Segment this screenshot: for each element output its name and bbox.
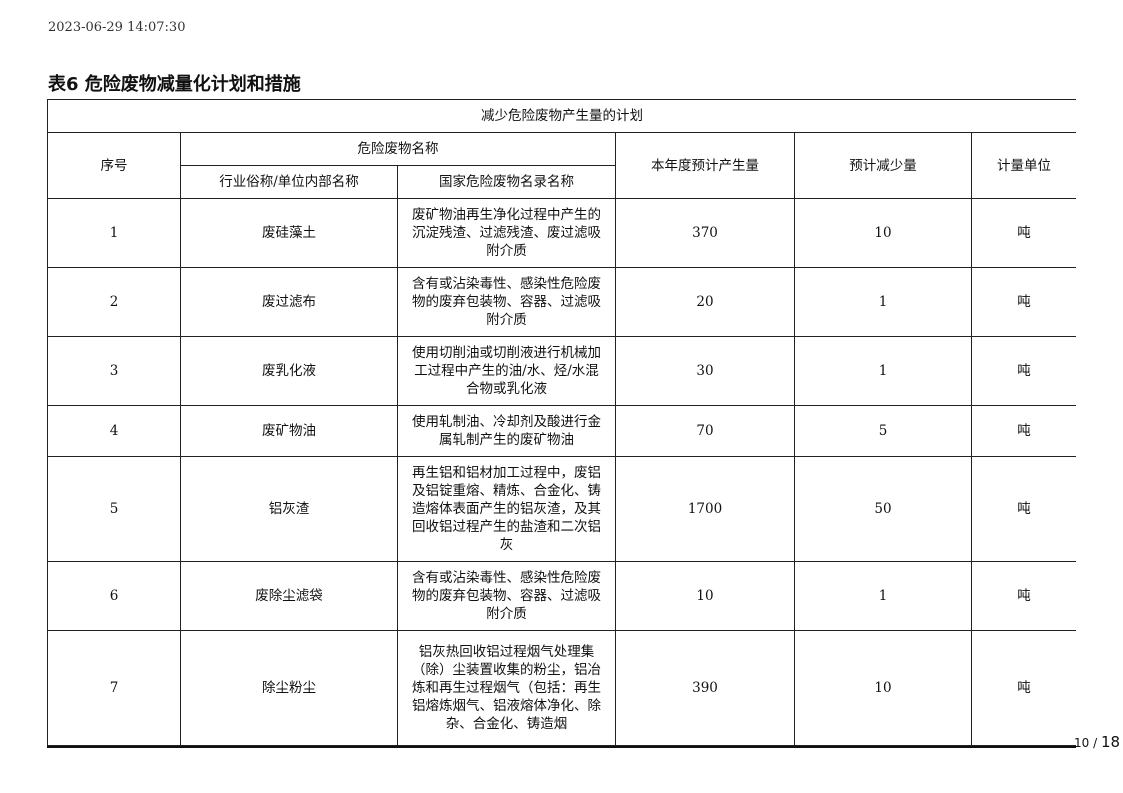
cell-annual: 10 xyxy=(615,561,795,631)
cell-annual: 20 xyxy=(615,267,795,337)
cell-unit: 吨 xyxy=(970,456,1076,562)
cell-no: 1 xyxy=(47,198,181,268)
cell-unit: 吨 xyxy=(970,198,1076,268)
cell-unit: 吨 xyxy=(970,405,1076,457)
cell-no: 7 xyxy=(47,630,181,746)
cell-unit: 吨 xyxy=(970,561,1076,631)
cell-name: 废乳化液 xyxy=(180,336,398,406)
header-annual: 本年度预计产生量 xyxy=(615,132,795,199)
table-caption: 减少危险废物产生量的计划 xyxy=(47,99,1076,133)
page-title: 表6 危险废物减量化计划和措施 xyxy=(48,74,301,95)
cell-no: 3 xyxy=(47,336,181,406)
cell-annual: 30 xyxy=(615,336,795,406)
total-pages: 18 xyxy=(1100,733,1121,751)
waste-reduction-table: 减少危险废物产生量的计划 序号 危险废物名称 本年度预计产生量 预计减少量 计量… xyxy=(47,99,1076,748)
cell-reduction: 5 xyxy=(794,405,972,457)
desc-text: 铝灰热回收铝过程烟气处理集（除）尘装置收集的粉尘，铝冶炼和再生过程烟气（包括：再… xyxy=(412,644,601,732)
header-name-group: 危险废物名称 xyxy=(180,132,616,166)
table-row: 5 铝灰渣 再生铝和铝材加工过程中，废铝及铝锭重熔、精炼、合金化、铸造熔体表面产… xyxy=(47,456,1076,562)
current-page: 10 xyxy=(1074,736,1090,750)
cell-no: 6 xyxy=(47,561,181,631)
desc-text: 使用轧制油、冷却剂及酸进行金属轧制产生的废矿物油 xyxy=(412,414,601,448)
cell-annual: 370 xyxy=(615,198,795,268)
timestamp: 2023-06-29 14:07:30 xyxy=(48,20,186,35)
header-national-name: 国家危险废物名录名称 xyxy=(397,165,616,199)
cell-unit: 吨 xyxy=(970,267,1076,337)
cell-desc: 含有或沾染毒性、感染性危险废物的废弃包装物、容器、过滤吸附介质 xyxy=(397,561,616,631)
cell-no: 5 xyxy=(47,456,181,562)
table-row: 6 废除尘滤袋 含有或沾染毒性、感染性危险废物的废弃包装物、容器、过滤吸附介质 … xyxy=(47,561,1076,631)
cell-name: 废过滤布 xyxy=(180,267,398,337)
cell-name: 铝灰渣 xyxy=(180,456,398,562)
header-reduction: 预计减少量 xyxy=(794,132,972,199)
table-row: 4 废矿物油 使用轧制油、冷却剂及酸进行金属轧制产生的废矿物油 70 5 吨 xyxy=(47,405,1076,457)
table-row: 7 除尘粉尘 铝灰热回收铝过程烟气处理集（除）尘装置收集的粉尘，铝冶炼和再生过程… xyxy=(47,630,1076,746)
cell-no: 2 xyxy=(47,267,181,337)
cell-desc: 使用切削油或切削液进行机械加工过程中产生的油/水、烃/水混合物或乳化液 xyxy=(397,336,616,406)
cell-desc: 再生铝和铝材加工过程中，废铝及铝锭重熔、精炼、合金化、铸造熔体表面产生的铝灰渣，… xyxy=(397,456,616,562)
table-row: 1 废硅藻土 废矿物油再生净化过程中产生的沉淀残渣、过滤残渣、废过滤吸附介质 3… xyxy=(47,198,1076,268)
cell-reduction: 1 xyxy=(794,336,972,406)
desc-text: 再生铝和铝材加工过程中，废铝及铝锭重熔、精炼、合金化、铸造熔体表面产生的铝灰渣，… xyxy=(412,465,601,553)
cell-annual: 70 xyxy=(615,405,795,457)
header-industry-name: 行业俗称/单位内部名称 xyxy=(180,165,398,199)
header-no: 序号 xyxy=(47,132,181,199)
cell-name: 废矿物油 xyxy=(180,405,398,457)
desc-text: 废矿物油再生净化过程中产生的沉淀残渣、过滤残渣、废过滤吸附介质 xyxy=(412,207,601,259)
cell-name: 除尘粉尘 xyxy=(180,630,398,746)
table-row: 2 废过滤布 含有或沾染毒性、感染性危险废物的废弃包装物、容器、过滤吸附介质 2… xyxy=(47,267,1076,337)
cell-reduction: 1 xyxy=(794,561,972,631)
cell-name: 废硅藻土 xyxy=(180,198,398,268)
cell-reduction: 10 xyxy=(794,630,972,746)
table-row: 3 废乳化液 使用切削油或切削液进行机械加工过程中产生的油/水、烃/水混合物或乳… xyxy=(47,336,1076,406)
cell-no: 4 xyxy=(47,405,181,457)
cell-unit: 吨 xyxy=(970,630,1076,746)
cell-annual: 390 xyxy=(615,630,795,746)
cell-annual: 1700 xyxy=(615,456,795,562)
desc-text: 使用切削油或切削液进行机械加工过程中产生的油/水、烃/水混合物或乳化液 xyxy=(412,345,601,397)
cell-reduction: 50 xyxy=(794,456,972,562)
cell-desc: 废矿物油再生净化过程中产生的沉淀残渣、过滤残渣、废过滤吸附介质 xyxy=(397,198,616,268)
cell-unit: 吨 xyxy=(970,336,1076,406)
cell-reduction: 1 xyxy=(794,267,972,337)
cell-reduction: 10 xyxy=(794,198,972,268)
cell-name: 废除尘滤袋 xyxy=(180,561,398,631)
cell-desc: 含有或沾染毒性、感染性危险废物的废弃包装物、容器、过滤吸附介质 xyxy=(397,267,616,337)
page-indicator: 10 / 18 xyxy=(1074,733,1120,751)
desc-text: 含有或沾染毒性、感染性危险废物的废弃包装物、容器、过滤吸附介质 xyxy=(412,276,601,328)
header-unit: 计量单位 xyxy=(970,132,1076,199)
cell-desc: 使用轧制油、冷却剂及酸进行金属轧制产生的废矿物油 xyxy=(397,405,616,457)
cell-desc: 铝灰热回收铝过程烟气处理集（除）尘装置收集的粉尘，铝冶炼和再生过程烟气（包括：再… xyxy=(397,630,616,746)
page-separator: / xyxy=(1089,736,1101,750)
desc-text: 含有或沾染毒性、感染性危险废物的废弃包装物、容器、过滤吸附介质 xyxy=(412,570,601,622)
